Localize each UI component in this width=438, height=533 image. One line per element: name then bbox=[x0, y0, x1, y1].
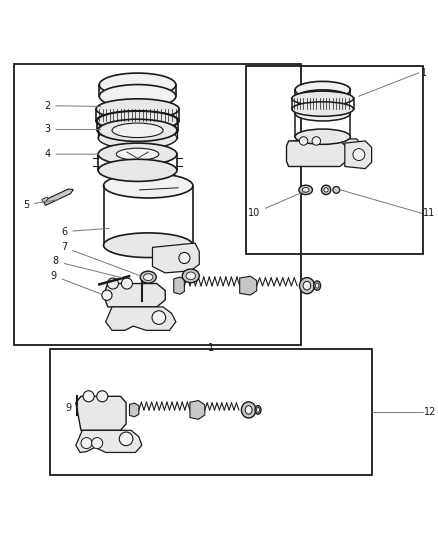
Ellipse shape bbox=[333, 187, 340, 193]
Ellipse shape bbox=[295, 129, 350, 144]
Ellipse shape bbox=[103, 233, 193, 257]
Polygon shape bbox=[43, 189, 73, 205]
Text: 5: 5 bbox=[23, 200, 58, 210]
Ellipse shape bbox=[315, 283, 319, 288]
Circle shape bbox=[92, 438, 102, 449]
Ellipse shape bbox=[140, 271, 156, 283]
Ellipse shape bbox=[99, 85, 176, 108]
Ellipse shape bbox=[321, 185, 331, 195]
Polygon shape bbox=[42, 197, 48, 203]
Ellipse shape bbox=[241, 402, 256, 418]
Polygon shape bbox=[76, 430, 142, 453]
Ellipse shape bbox=[97, 111, 178, 131]
Ellipse shape bbox=[186, 272, 195, 280]
Circle shape bbox=[179, 253, 190, 263]
Circle shape bbox=[353, 149, 365, 160]
Circle shape bbox=[119, 432, 133, 446]
Polygon shape bbox=[174, 277, 184, 294]
Ellipse shape bbox=[182, 269, 199, 282]
Polygon shape bbox=[240, 276, 257, 295]
Ellipse shape bbox=[292, 91, 353, 106]
Ellipse shape bbox=[117, 148, 159, 160]
Bar bbox=[50, 350, 371, 475]
Text: 7: 7 bbox=[61, 243, 141, 276]
Bar bbox=[14, 64, 301, 345]
Ellipse shape bbox=[303, 281, 311, 290]
Text: 12: 12 bbox=[424, 407, 436, 417]
Ellipse shape bbox=[98, 127, 177, 149]
Ellipse shape bbox=[112, 123, 163, 138]
Polygon shape bbox=[106, 307, 176, 330]
Ellipse shape bbox=[96, 99, 179, 119]
Text: 1: 1 bbox=[208, 343, 214, 353]
Polygon shape bbox=[76, 397, 126, 430]
Circle shape bbox=[312, 136, 321, 145]
Polygon shape bbox=[286, 141, 346, 166]
Text: 10: 10 bbox=[248, 191, 305, 219]
Circle shape bbox=[97, 391, 108, 402]
Ellipse shape bbox=[96, 111, 179, 131]
Ellipse shape bbox=[292, 102, 353, 116]
Ellipse shape bbox=[314, 281, 321, 290]
Ellipse shape bbox=[245, 406, 252, 414]
Text: 3: 3 bbox=[44, 125, 101, 134]
Ellipse shape bbox=[144, 274, 153, 280]
Circle shape bbox=[299, 136, 308, 145]
Circle shape bbox=[121, 278, 132, 289]
Ellipse shape bbox=[295, 82, 350, 99]
Ellipse shape bbox=[257, 407, 259, 413]
Bar bbox=[246, 67, 423, 254]
Ellipse shape bbox=[295, 90, 350, 107]
Text: 1: 1 bbox=[420, 68, 427, 78]
Text: 6: 6 bbox=[61, 227, 109, 237]
Circle shape bbox=[81, 438, 92, 449]
Ellipse shape bbox=[98, 159, 177, 181]
Ellipse shape bbox=[300, 278, 314, 294]
Ellipse shape bbox=[302, 188, 309, 192]
Ellipse shape bbox=[98, 143, 177, 165]
Ellipse shape bbox=[99, 73, 176, 96]
Circle shape bbox=[152, 311, 166, 325]
Text: 8: 8 bbox=[53, 256, 122, 278]
Ellipse shape bbox=[324, 188, 328, 192]
Polygon shape bbox=[103, 284, 165, 307]
Text: 4: 4 bbox=[44, 149, 99, 159]
Text: 9: 9 bbox=[50, 271, 102, 294]
Polygon shape bbox=[130, 403, 139, 417]
Polygon shape bbox=[152, 243, 199, 273]
Circle shape bbox=[107, 278, 118, 289]
Polygon shape bbox=[345, 141, 371, 168]
Ellipse shape bbox=[103, 173, 193, 198]
Ellipse shape bbox=[97, 120, 178, 140]
Ellipse shape bbox=[299, 185, 312, 195]
Text: 11: 11 bbox=[423, 208, 435, 219]
Polygon shape bbox=[190, 401, 205, 419]
Circle shape bbox=[83, 391, 94, 402]
Text: 2: 2 bbox=[44, 101, 101, 111]
Ellipse shape bbox=[98, 119, 177, 141]
Ellipse shape bbox=[295, 106, 350, 121]
Circle shape bbox=[102, 290, 112, 300]
Text: 9: 9 bbox=[66, 403, 78, 413]
Ellipse shape bbox=[255, 406, 261, 414]
Polygon shape bbox=[291, 139, 361, 161]
